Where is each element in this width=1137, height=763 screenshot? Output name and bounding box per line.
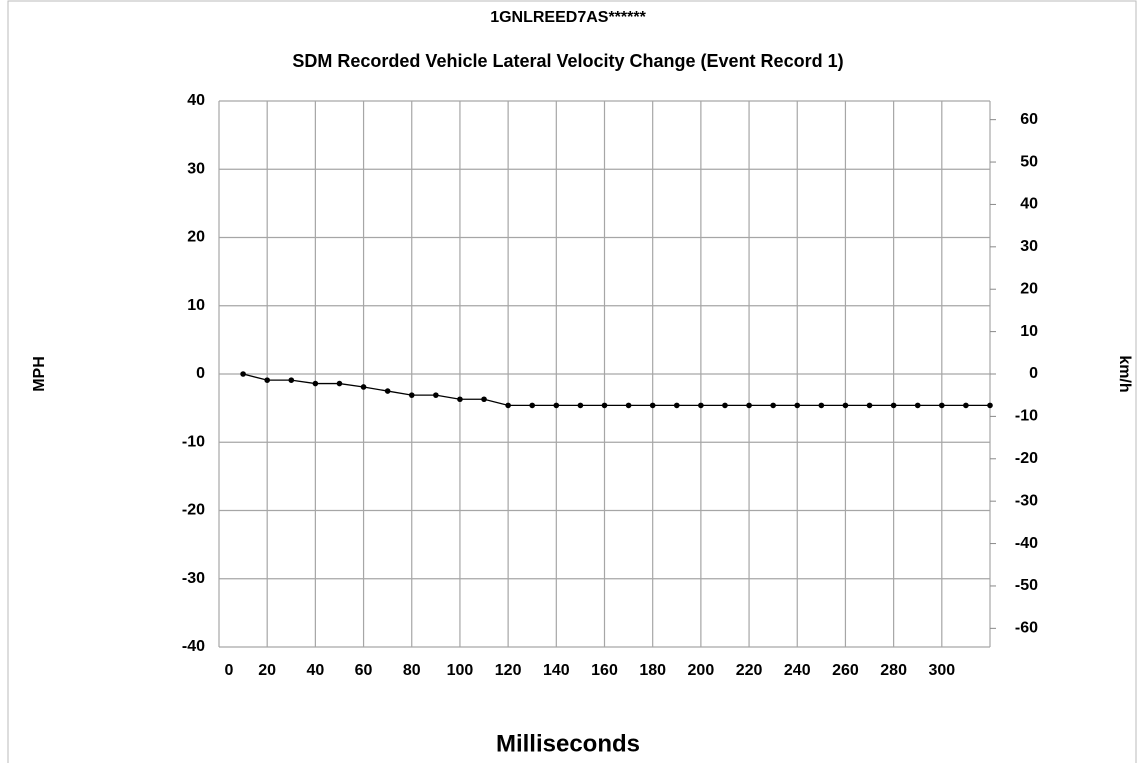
y2-tick-label: 20 [1020,280,1038,297]
data-point [939,402,945,409]
x-tick-label: 160 [591,662,618,679]
data-point [746,402,752,409]
data-point [481,396,487,403]
x-tick-label: 120 [495,662,522,679]
y2-axis-label: km/h [1116,355,1133,392]
x-tick-label: 240 [784,662,811,679]
data-point [384,388,391,394]
data-point [264,377,270,383]
frame [7,0,1137,763]
y2-tick-label: 10 [1020,323,1038,340]
data-point [529,402,536,409]
data-point [553,402,560,409]
y2-tick-label: -40 [1015,535,1038,552]
x-tick-label: 180 [639,662,666,679]
x-tick-label: 200 [688,662,715,679]
data-point [722,402,728,409]
x-axis-label: Milliseconds [496,730,640,757]
data-point [914,402,921,409]
y2-tick-label: -50 [1015,577,1038,594]
data-point [770,402,776,409]
data-point [625,402,632,409]
y2-tick-label: 30 [1020,238,1038,255]
data-point [433,392,439,398]
y-tick-label: 30 [187,160,205,177]
y-tick-label: -30 [182,570,205,587]
x-tick-label: 140 [543,662,570,679]
data-point [577,402,584,409]
chart-subtitle: SDM Recorded Vehicle Lateral Velocity Ch… [292,51,843,71]
x-tick-label: 260 [832,662,859,679]
y-tick-label: 20 [187,229,205,246]
data-point [457,396,463,403]
data-point [240,371,246,377]
y2-tick-label: 50 [1020,153,1038,170]
y-tick-label: -10 [182,433,205,450]
x-tick-label: 80 [403,662,421,679]
data-point [336,380,343,387]
data-point [698,402,704,409]
x-tick-label: 220 [736,662,763,679]
data-point [818,402,825,409]
y2-tick-label: -30 [1015,492,1038,509]
y2-tick-label: -10 [1015,408,1038,425]
x-tick-label: 300 [928,662,955,679]
data-point [866,402,873,409]
y2-tick-label: 60 [1020,111,1038,128]
x-tick-label: 0 [225,662,234,679]
data-point [842,402,849,409]
data-point [360,384,367,390]
series-line [242,373,990,407]
y-tick-label: -20 [182,502,205,519]
y-tick-label: -40 [182,638,205,655]
data-point [794,402,801,409]
y2-tick-label: -20 [1015,450,1038,467]
y-tick-label: 0 [196,365,205,382]
data-point [601,402,608,409]
data-point [408,392,415,398]
y2-tick-label: 0 [1029,365,1038,382]
data-point [649,402,656,409]
data-point [987,402,993,409]
x-tick-label: 40 [306,662,324,679]
y-tick-label: 10 [187,297,205,314]
y2-tick-label: -60 [1015,620,1038,637]
x-tick-label: 20 [258,662,276,679]
data-point [673,402,680,409]
y-axis-label: MPH [31,356,48,392]
y-tick-label: 40 [187,92,205,109]
x-tick-label: 100 [447,662,474,679]
data-point [288,377,295,383]
x-tick-label: 280 [880,662,907,679]
data-point [963,402,969,409]
data-point [312,380,319,387]
data-point [505,402,511,409]
x-tick-label: 60 [355,662,373,679]
chart-title: 1GNLREED7AS****** [490,9,646,26]
data-point [890,402,897,409]
y2-tick-label: 40 [1020,196,1038,213]
